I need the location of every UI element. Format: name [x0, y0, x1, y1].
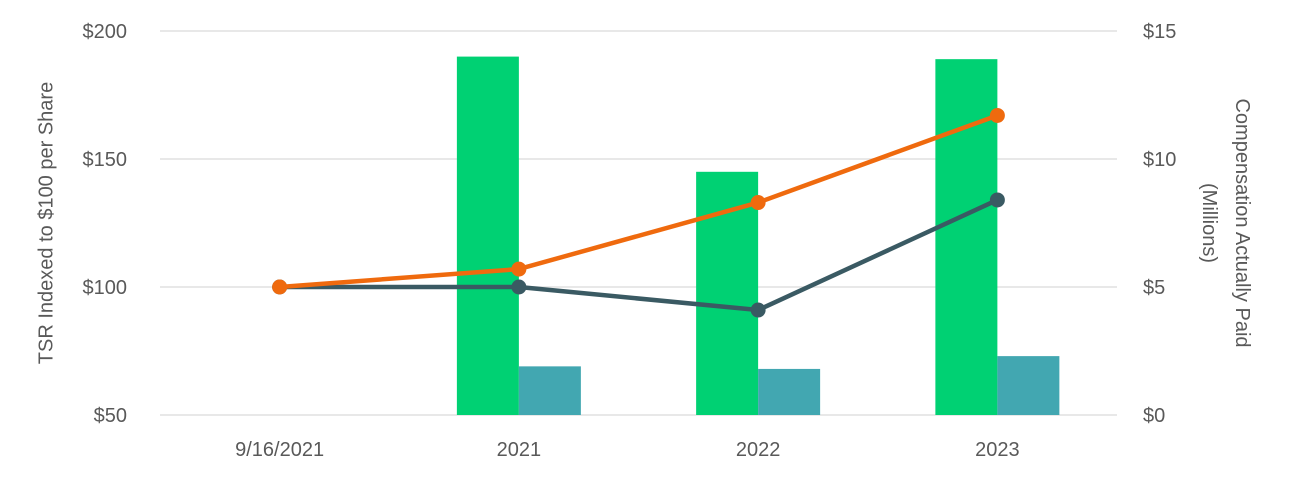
- dark-line: [277, 197, 1000, 313]
- right-axis-tick-label: $5: [1143, 277, 1165, 299]
- right-axis-tick-label: $15: [1143, 21, 1176, 43]
- bar-teal-bar-2021: [518, 366, 581, 415]
- point-orange-line-9/16/2021: [272, 279, 288, 295]
- right-axis-title: Compensation Actually Paid (Millions): [1192, 98, 1258, 347]
- point-dark-line-2022: [750, 302, 766, 318]
- right-axis-tick-label: $0: [1143, 405, 1165, 427]
- bar-green-bar-2023: [935, 59, 998, 415]
- bar-green-bar-2021: [456, 56, 519, 415]
- left-axis-tick-label: $100: [83, 277, 128, 299]
- left-axis-tick-label: $200: [83, 21, 128, 43]
- orange-line: [277, 113, 1000, 290]
- right-axis-tick-label: $10: [1143, 149, 1176, 171]
- point-orange-line-2022: [750, 195, 766, 211]
- point-orange-line-2023: [989, 107, 1005, 123]
- x-axis-category-label: 2021: [497, 439, 542, 461]
- bar-green-bar-2022: [696, 171, 759, 415]
- x-axis-category-label: 2023: [975, 439, 1020, 461]
- left-axis-title: TSR Indexed to $100 per Share: [35, 81, 58, 365]
- point-orange-line-2021: [511, 261, 527, 277]
- point-dark-line-2021: [511, 279, 527, 295]
- right-axis-title-line1: Compensation Actually Paid: [1231, 98, 1253, 348]
- x-axis-category-label: 2022: [736, 439, 781, 461]
- bar-teal-bar-2023: [997, 356, 1060, 415]
- point-dark-line-2023: [989, 192, 1005, 208]
- left-axis-tick-label: $50: [94, 405, 127, 427]
- right-axis-title-line2: (Millions): [1198, 182, 1220, 263]
- left-axis-tick-label: $150: [83, 149, 128, 171]
- bar-teal-bar-2022: [758, 368, 821, 415]
- x-axis-category-label: 9/16/2021: [235, 439, 324, 461]
